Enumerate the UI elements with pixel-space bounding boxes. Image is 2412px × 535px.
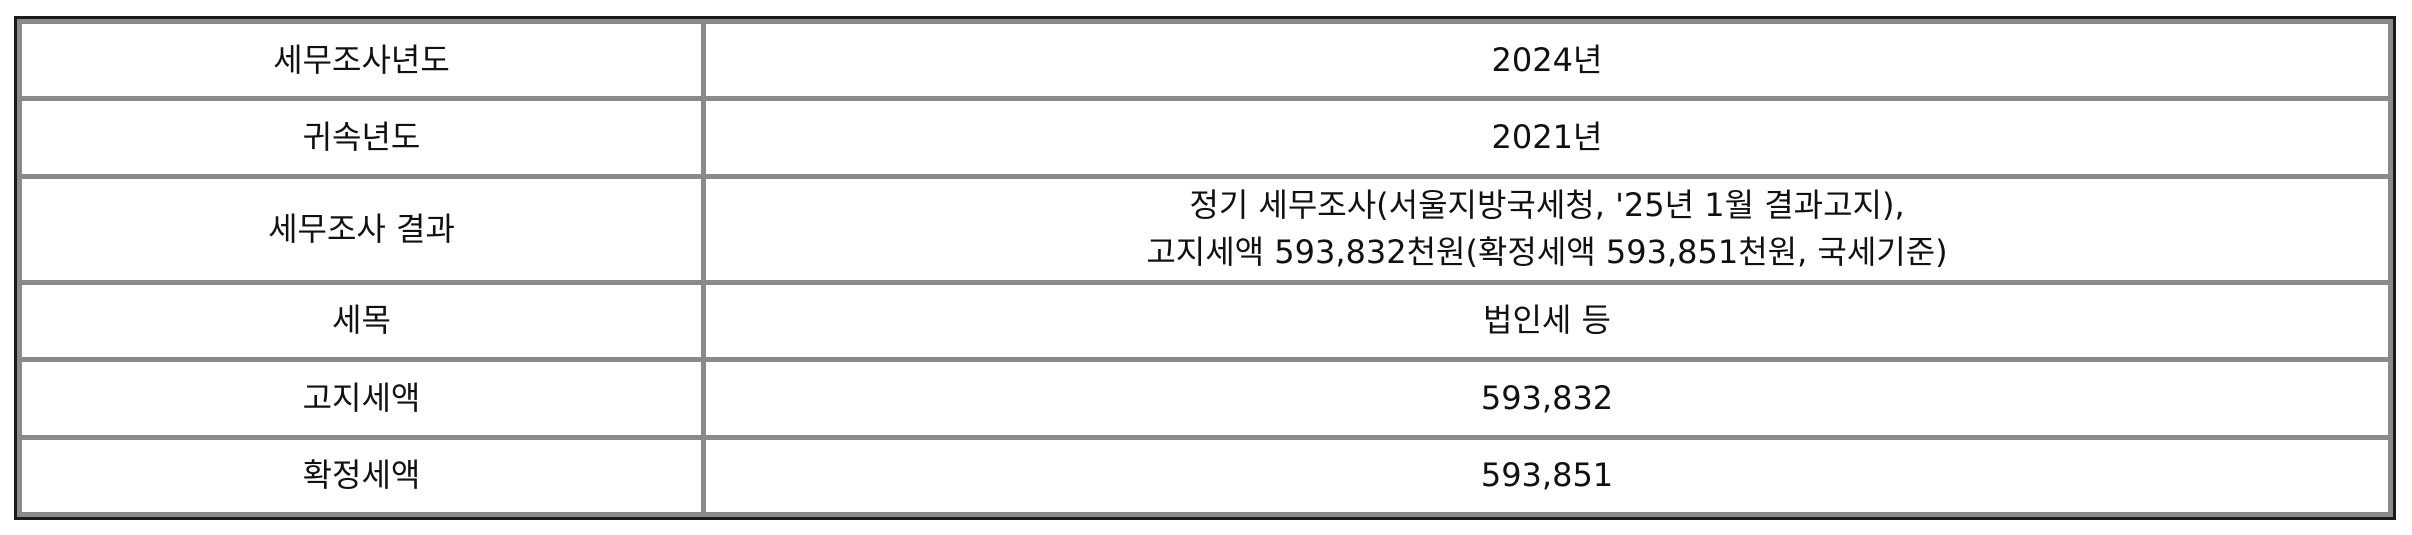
label-cell: 귀속년도 — [17, 96, 706, 179]
value-line: 고지세액 593,832천원(확정세액 593,851천원, 국세기준) — [1146, 233, 1948, 272]
value-cell: 2021년 — [701, 96, 2393, 179]
label-cell: 세목 — [17, 279, 706, 363]
label-cell: 확정세액 — [17, 434, 706, 518]
value-line: 정기 세무조사(서울지방국세청, '25년 1월 결과고지), — [1189, 186, 1905, 225]
value-cell: 법인세 등 — [701, 279, 2393, 363]
table-row-audit-result: 세무조사 결과 정기 세무조사(서울지방국세청, '25년 1월 결과고지), … — [17, 173, 2393, 285]
table-row-confirmed-tax: 확정세액 593,851 — [17, 434, 2393, 518]
value-cell: 593,851 — [701, 434, 2393, 518]
value-line: 2024년 — [1491, 40, 1603, 79]
table-row-audit-year: 세무조사년도 2024년 — [17, 18, 2393, 102]
value-line: 593,832 — [1480, 378, 1614, 417]
tax-audit-table-frame: 세무조사년도 2024년 귀속년도 2021년 세무조사 결과 정기 세무조사(… — [14, 16, 2396, 520]
value-cell: 정기 세무조사(서울지방국세청, '25년 1월 결과고지), 고지세액 593… — [701, 173, 2393, 285]
table-row-notified-tax: 고지세액 593,832 — [17, 357, 2393, 440]
value-cell: 2024년 — [701, 18, 2393, 102]
table-row-tax-item: 세목 법인세 등 — [17, 279, 2393, 363]
tax-audit-info-table: 세무조사년도 2024년 귀속년도 2021년 세무조사 결과 정기 세무조사(… — [17, 18, 2393, 518]
value-line: 법인세 등 — [1483, 301, 1611, 340]
table-row-attribution-year: 귀속년도 2021년 — [17, 96, 2393, 179]
label-cell: 세무조사년도 — [17, 18, 706, 102]
label-cell: 세무조사 결과 — [17, 173, 706, 285]
value-cell: 593,832 — [701, 357, 2393, 440]
value-line: 2021년 — [1491, 118, 1603, 157]
value-line: 593,851 — [1480, 456, 1614, 495]
label-cell: 고지세액 — [17, 357, 706, 440]
